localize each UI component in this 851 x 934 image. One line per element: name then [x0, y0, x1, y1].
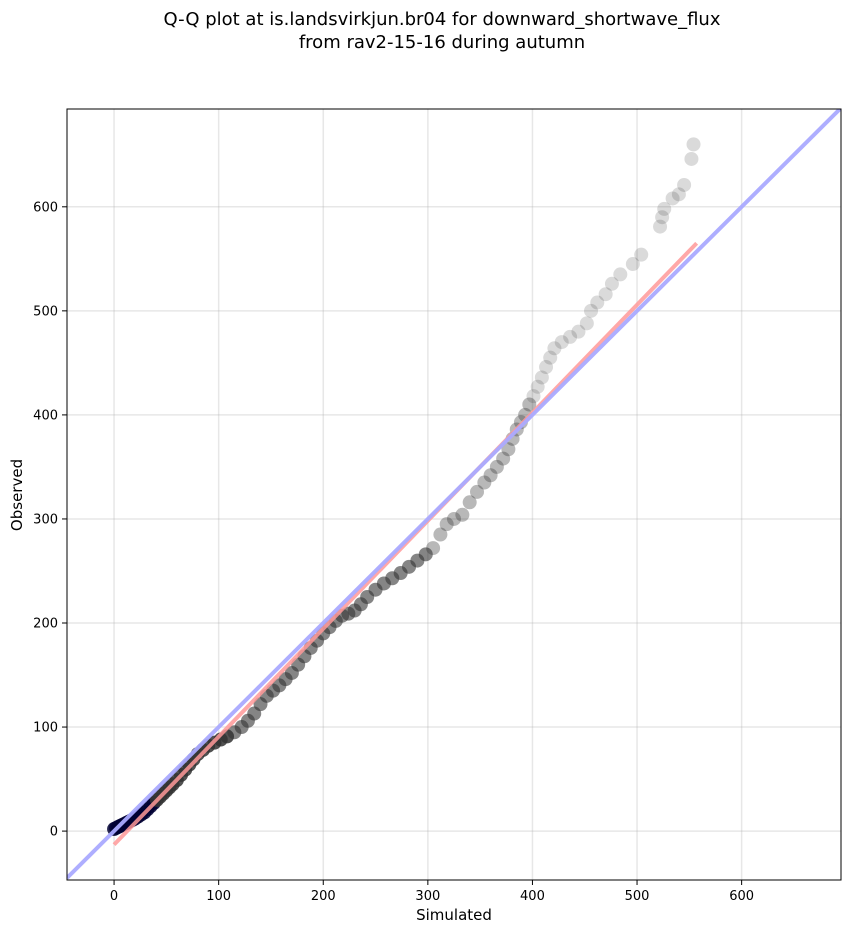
data-point [613, 267, 628, 282]
data-point [563, 329, 578, 344]
y-tick-label: 300 [33, 512, 58, 527]
data-point [677, 177, 692, 192]
data-point [634, 247, 649, 262]
y-tick-label: 0 [50, 825, 58, 840]
y-tick-label: 600 [33, 200, 58, 215]
data-point [590, 295, 605, 310]
data-point [684, 151, 699, 166]
data-point [526, 389, 541, 404]
x-axis-ticks: 0 100 200 300 400 500 600 [110, 880, 754, 904]
data-point [501, 442, 516, 457]
x-tick-label: 100 [206, 889, 231, 904]
y-tick-label: 200 [33, 617, 58, 632]
data-point [530, 379, 545, 394]
grid-lines [67, 109, 841, 880]
data-point [489, 459, 504, 474]
chart-subtitle: from rav2-15-16 during autumn [299, 32, 585, 53]
data-point [543, 350, 558, 365]
y-axis-ticks: 0 100 200 300 400 500 600 [33, 200, 67, 840]
data-point [579, 316, 594, 331]
x-tick-label: 600 [729, 889, 754, 904]
data-point [483, 468, 498, 483]
data-point [477, 475, 492, 490]
data-point [598, 287, 613, 302]
data-point [539, 360, 554, 375]
data-point [686, 137, 701, 152]
data-point [657, 201, 672, 216]
x-tick-label: 300 [415, 889, 440, 904]
plot-frame [66, 108, 842, 881]
reference-lines [67, 109, 841, 880]
data-point [433, 527, 448, 542]
y-tick-label: 100 [33, 721, 58, 736]
data-point [584, 303, 599, 318]
x-tick-label: 400 [520, 889, 545, 904]
data-point [665, 191, 680, 206]
x-axis-label: Simulated [416, 906, 492, 924]
data-point [625, 257, 640, 272]
data-point [496, 451, 511, 466]
data-point [655, 210, 670, 225]
data-point [604, 276, 619, 291]
chart-title: Q-Q plot at is.landsvirkjun.br04 for dow… [164, 9, 721, 30]
data-point [439, 517, 454, 532]
data-point [462, 495, 477, 510]
y-axis-label: Observed [8, 459, 26, 531]
data-point [447, 511, 461, 526]
data-point [522, 397, 537, 412]
x-tick-label: 500 [625, 889, 650, 904]
data-point [470, 484, 485, 499]
data-point [455, 507, 470, 522]
data-point [418, 547, 433, 562]
data-point [547, 341, 562, 356]
data-point [653, 219, 668, 234]
data-point [671, 187, 686, 202]
y-tick-label: 400 [33, 408, 58, 423]
x-tick-label: 0 [110, 889, 118, 904]
data-point [534, 370, 549, 385]
y-tick-label: 500 [33, 304, 58, 319]
x-tick-label: 200 [311, 889, 336, 904]
data-point [554, 335, 569, 350]
data-point [571, 324, 586, 339]
plot-area [67, 109, 841, 880]
one-to-one-line [67, 109, 841, 880]
data-point [426, 541, 441, 556]
